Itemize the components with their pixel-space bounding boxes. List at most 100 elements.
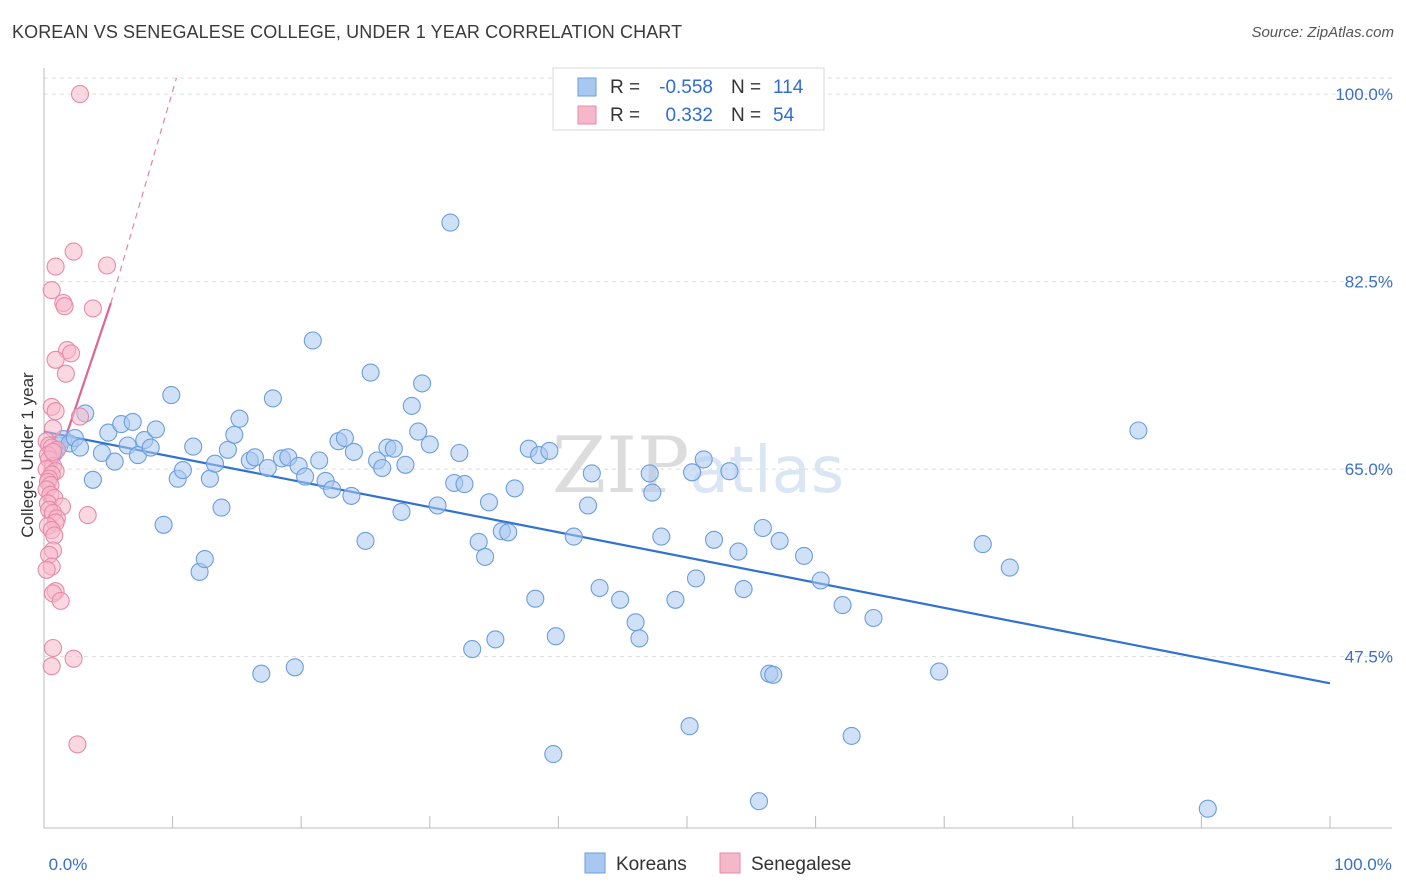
x-tick-label: 0.0% xyxy=(49,855,88,874)
senegalese-trendline-extension xyxy=(110,77,178,304)
korean-point xyxy=(396,455,415,474)
senegalese-point xyxy=(43,638,63,658)
korean-point xyxy=(973,535,992,554)
series-legend: Koreans Senegalese xyxy=(584,852,851,875)
chart-title: KOREAN VS SENEGALESE COLLEGE, UNDER 1 YE… xyxy=(12,22,683,42)
korean-point xyxy=(162,386,181,405)
korean-point xyxy=(1000,558,1019,577)
korean-point xyxy=(310,451,329,470)
korean-point xyxy=(729,542,748,561)
trendlines xyxy=(42,77,1331,685)
korean-point xyxy=(833,596,852,615)
korean-point xyxy=(842,726,861,745)
korean-point xyxy=(930,662,949,681)
senegalese-point xyxy=(68,735,87,754)
legend-swatch xyxy=(577,77,597,97)
korean-point xyxy=(356,531,375,550)
source-label: Source: ZipAtlas.com xyxy=(1251,24,1394,41)
korean-point xyxy=(420,435,439,454)
legend-n-label: N = xyxy=(731,77,761,98)
korean-point xyxy=(794,546,814,565)
korean-point xyxy=(392,502,411,521)
legend-swatch xyxy=(577,105,597,125)
korean-trendline xyxy=(43,430,1331,685)
korean-point xyxy=(83,470,102,489)
korean-point xyxy=(505,479,524,498)
korean-point xyxy=(666,590,685,609)
korean-point xyxy=(409,422,428,441)
senegalese-point xyxy=(97,256,117,275)
korean-point xyxy=(245,448,264,467)
korean-point xyxy=(686,569,706,588)
korean-point xyxy=(225,425,244,444)
korean-point xyxy=(1198,799,1217,818)
korean-point xyxy=(578,496,598,515)
senegalese-point xyxy=(45,526,64,545)
legend-r-value: -0.558 xyxy=(659,77,713,98)
korean-point xyxy=(285,658,304,677)
senegalese-point xyxy=(43,442,63,461)
korean-point xyxy=(734,580,753,599)
korean-point xyxy=(402,396,421,415)
korean-point xyxy=(252,664,271,683)
korean-point xyxy=(455,475,474,494)
korean-point xyxy=(70,438,90,457)
korean-point xyxy=(753,518,772,538)
legend-n-value: 54 xyxy=(773,105,795,126)
korean-point xyxy=(611,590,630,609)
korean-point xyxy=(230,409,249,428)
korean-point xyxy=(590,578,609,598)
korean-point xyxy=(469,532,488,551)
series-legend-label: Senegalese xyxy=(751,854,851,875)
senegalese-point xyxy=(83,299,102,318)
korean-point xyxy=(413,374,432,393)
korean-point xyxy=(141,438,160,457)
korean-point xyxy=(344,442,363,461)
korean-point xyxy=(296,467,315,486)
korean-point xyxy=(811,571,830,590)
korean-point xyxy=(749,792,769,811)
korean-point xyxy=(476,547,495,566)
senegalese-point xyxy=(46,350,65,369)
legend-n-label: N = xyxy=(731,105,761,126)
senegalese-point xyxy=(64,242,83,261)
korean-point xyxy=(335,428,354,448)
y-tick-label: 65.0% xyxy=(1345,460,1393,479)
korean-point xyxy=(218,440,237,459)
senegalese-point xyxy=(64,649,83,668)
korean-point xyxy=(626,613,645,632)
series-legend-label: Koreans xyxy=(616,854,687,875)
senegalese-point xyxy=(55,297,74,316)
senegalese-point xyxy=(56,364,75,383)
y-tick-label: 47.5% xyxy=(1345,648,1393,667)
korean-point xyxy=(630,629,649,648)
grid-layer xyxy=(44,77,1392,658)
korean-point xyxy=(1129,421,1148,440)
korean-point xyxy=(643,483,662,502)
korean-point xyxy=(205,454,225,473)
legend-r-label: R = xyxy=(610,105,640,126)
y-axis-title: College, Under 1 year xyxy=(18,372,37,538)
senegalese-point xyxy=(61,344,81,363)
korean-point xyxy=(652,527,671,546)
x-tick-label: 100.0% xyxy=(1334,855,1392,874)
stats-legend-box xyxy=(552,67,825,131)
korean-point xyxy=(486,630,505,649)
korean-point xyxy=(526,589,545,608)
korean-point xyxy=(195,550,214,569)
senegalese-point xyxy=(78,506,97,525)
data-points xyxy=(37,85,1217,818)
y-tick-label: 100.0% xyxy=(1335,85,1393,104)
korean-point xyxy=(704,530,724,549)
senegalese-point xyxy=(46,257,65,276)
korean-point xyxy=(92,443,111,463)
korean-point xyxy=(450,443,469,463)
korean-point xyxy=(499,523,518,542)
korean-point xyxy=(546,627,565,646)
korean-point xyxy=(105,452,124,471)
korean-point xyxy=(123,412,142,431)
korean-point xyxy=(683,463,702,482)
watermark-text: ZIPatlas xyxy=(552,421,844,511)
legend-r-label: R = xyxy=(610,77,640,98)
